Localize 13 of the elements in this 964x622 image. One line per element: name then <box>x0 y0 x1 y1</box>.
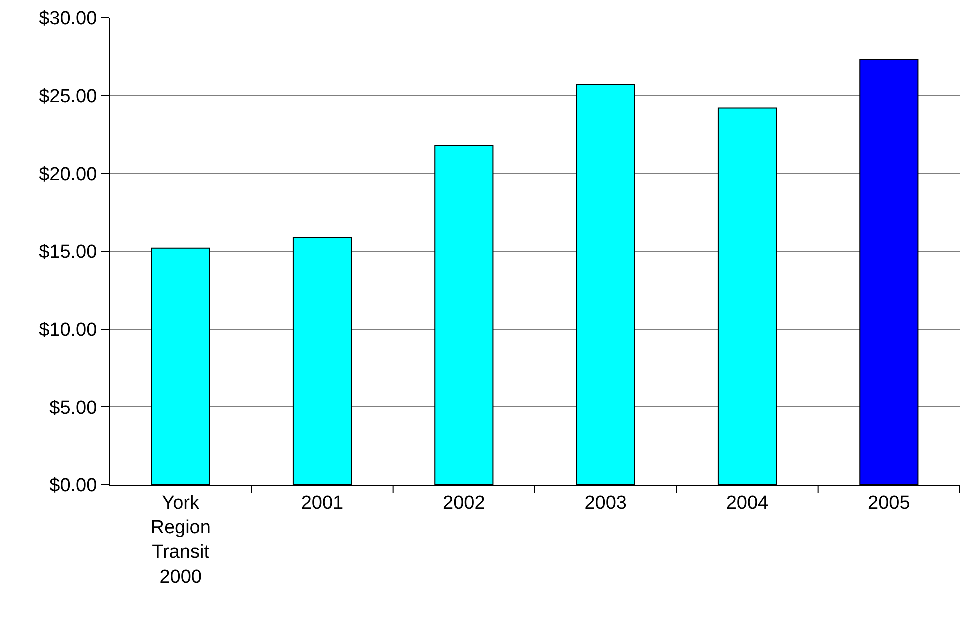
y-tick-label: $25.00 <box>39 86 98 108</box>
x-tick-label: 2002 <box>443 492 486 514</box>
y-tick-label: $20.00 <box>39 164 98 186</box>
y-tick-label: $0.00 <box>50 476 98 497</box>
y-tick-label: $15.00 <box>39 242 98 264</box>
x-tick-label: 2005 <box>868 492 910 514</box>
y-tick-label: $5.00 <box>50 398 98 419</box>
x-tick-label: 2004 <box>726 492 770 514</box>
x-tick-label: York Region Transit 2000 <box>150 492 211 588</box>
y-tick-label: $10.00 <box>39 320 98 341</box>
x-tick-label: 2003 <box>584 492 627 514</box>
x-tick-label: 2001 <box>301 492 344 514</box>
y-tick-label: $30.00 <box>39 8 98 30</box>
